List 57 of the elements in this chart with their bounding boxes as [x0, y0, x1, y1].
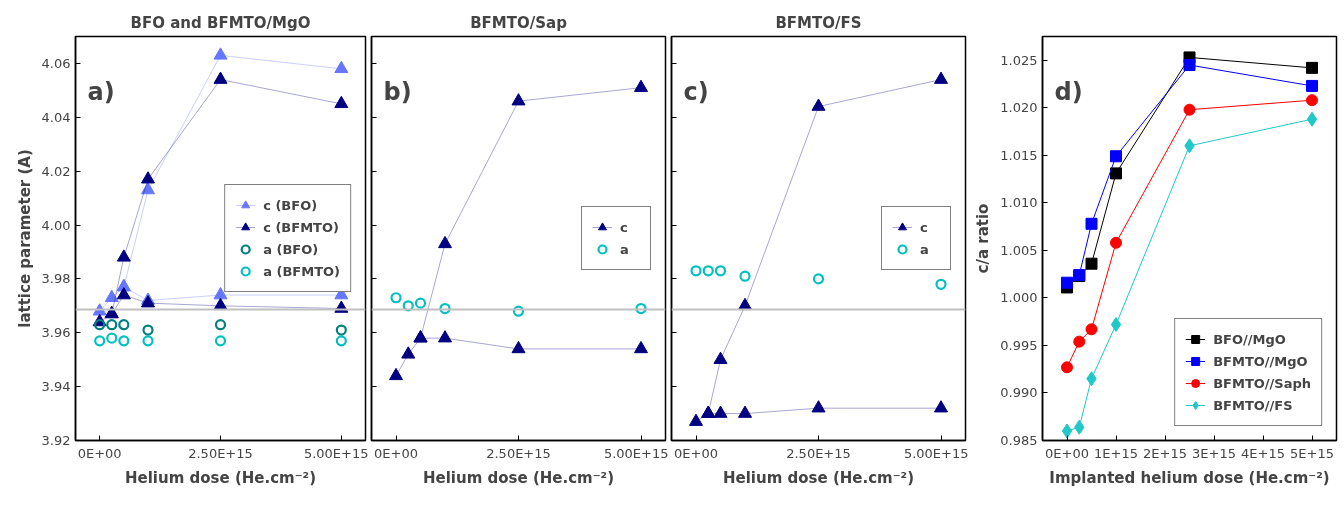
x-axis-title: Implanted helium dose (He.cm⁻²) [1049, 468, 1330, 487]
x-tick-label: 2E+15 [1143, 445, 1187, 461]
x-tick-label: 2.50E+15 [486, 445, 551, 461]
y-tick-label: 1.015 [1000, 147, 1038, 163]
annotation: a) [87, 77, 115, 106]
legend-label: a (BFMTO) [263, 263, 340, 279]
x-tick-label: 5.00E+15 [303, 445, 369, 461]
y-tick-label: 1.000 [1000, 290, 1038, 306]
legend-label: c (BFMTO) [263, 219, 339, 235]
legend-label: BFMTO//FS [1213, 397, 1293, 413]
legend-label: BFMTO//MgO [1213, 353, 1308, 369]
x-axis-title: Helium dose (He.cm⁻²) [722, 468, 915, 487]
y-tick-label: 1.010 [1000, 195, 1038, 211]
y-tick-label: 4.06 [41, 55, 71, 71]
legend-label: c [920, 219, 929, 235]
y-tick-label: 3.92 [41, 433, 71, 448]
legend-label: a [920, 241, 930, 257]
y-tick-label: 4.04 [41, 109, 71, 125]
y-tick-label: 3.94 [41, 379, 71, 395]
legend-label: a (BFO) [263, 241, 319, 257]
annotation: b) [383, 77, 412, 106]
x-tick-label: 1E+15 [1094, 445, 1138, 461]
y-tick-label: 0.995 [1000, 337, 1038, 353]
x-tick-label: 0E+00 [1045, 445, 1089, 461]
y-tick-label: 4.00 [41, 217, 71, 233]
x-tick-label: 0E+00 [374, 445, 418, 461]
x-tick-label: 2.50E+15 [786, 445, 851, 461]
y-axis-title: lattice parameter (A) [15, 149, 34, 328]
x-tick-label: 5.00E+15 [603, 445, 669, 461]
x-tick-label: 4E+15 [1241, 445, 1285, 461]
x-axis-title: Helium dose (He.cm⁻²) [422, 468, 615, 487]
legend-label: BFMTO//Saph [1213, 375, 1311, 391]
annotation: d) [1054, 77, 1083, 106]
legend-label: c (BFO) [263, 197, 318, 213]
y-tick-label: 0.990 [1000, 385, 1038, 401]
chart-title: BFO and BFMTO/MgO [130, 13, 311, 32]
legend-label: c [620, 219, 629, 235]
y-tick-label: 1.020 [1000, 100, 1038, 116]
chart-title: BFMTO/Sap [470, 13, 568, 32]
legend-label: a [620, 241, 630, 257]
x-tick-label: 0E+00 [674, 445, 718, 461]
annotation: c) [683, 77, 709, 106]
x-tick-label: 5E+15 [1290, 445, 1334, 461]
x-tick-label: 3E+15 [1192, 445, 1236, 461]
x-tick-label: 0E+00 [77, 445, 122, 461]
legend-label: BFO//MgO [1213, 331, 1286, 347]
y-tick-label: 4.02 [41, 163, 71, 179]
y-axis-title: c/a ratio [974, 203, 993, 274]
chart-title: BFMTO/FS [775, 13, 862, 32]
y-tick-label: 0.985 [1000, 433, 1038, 448]
x-axis-title: Helium dose (He.cm⁻²) [124, 468, 317, 487]
y-tick-label: 3.98 [41, 271, 71, 287]
y-tick-label: 1.005 [1000, 242, 1038, 258]
y-tick-label: 3.96 [41, 325, 71, 341]
y-tick-label: 1.025 [1000, 52, 1038, 68]
x-tick-label: 5.00E+15 [903, 445, 969, 461]
x-tick-label: 2.50E+15 [188, 445, 253, 461]
